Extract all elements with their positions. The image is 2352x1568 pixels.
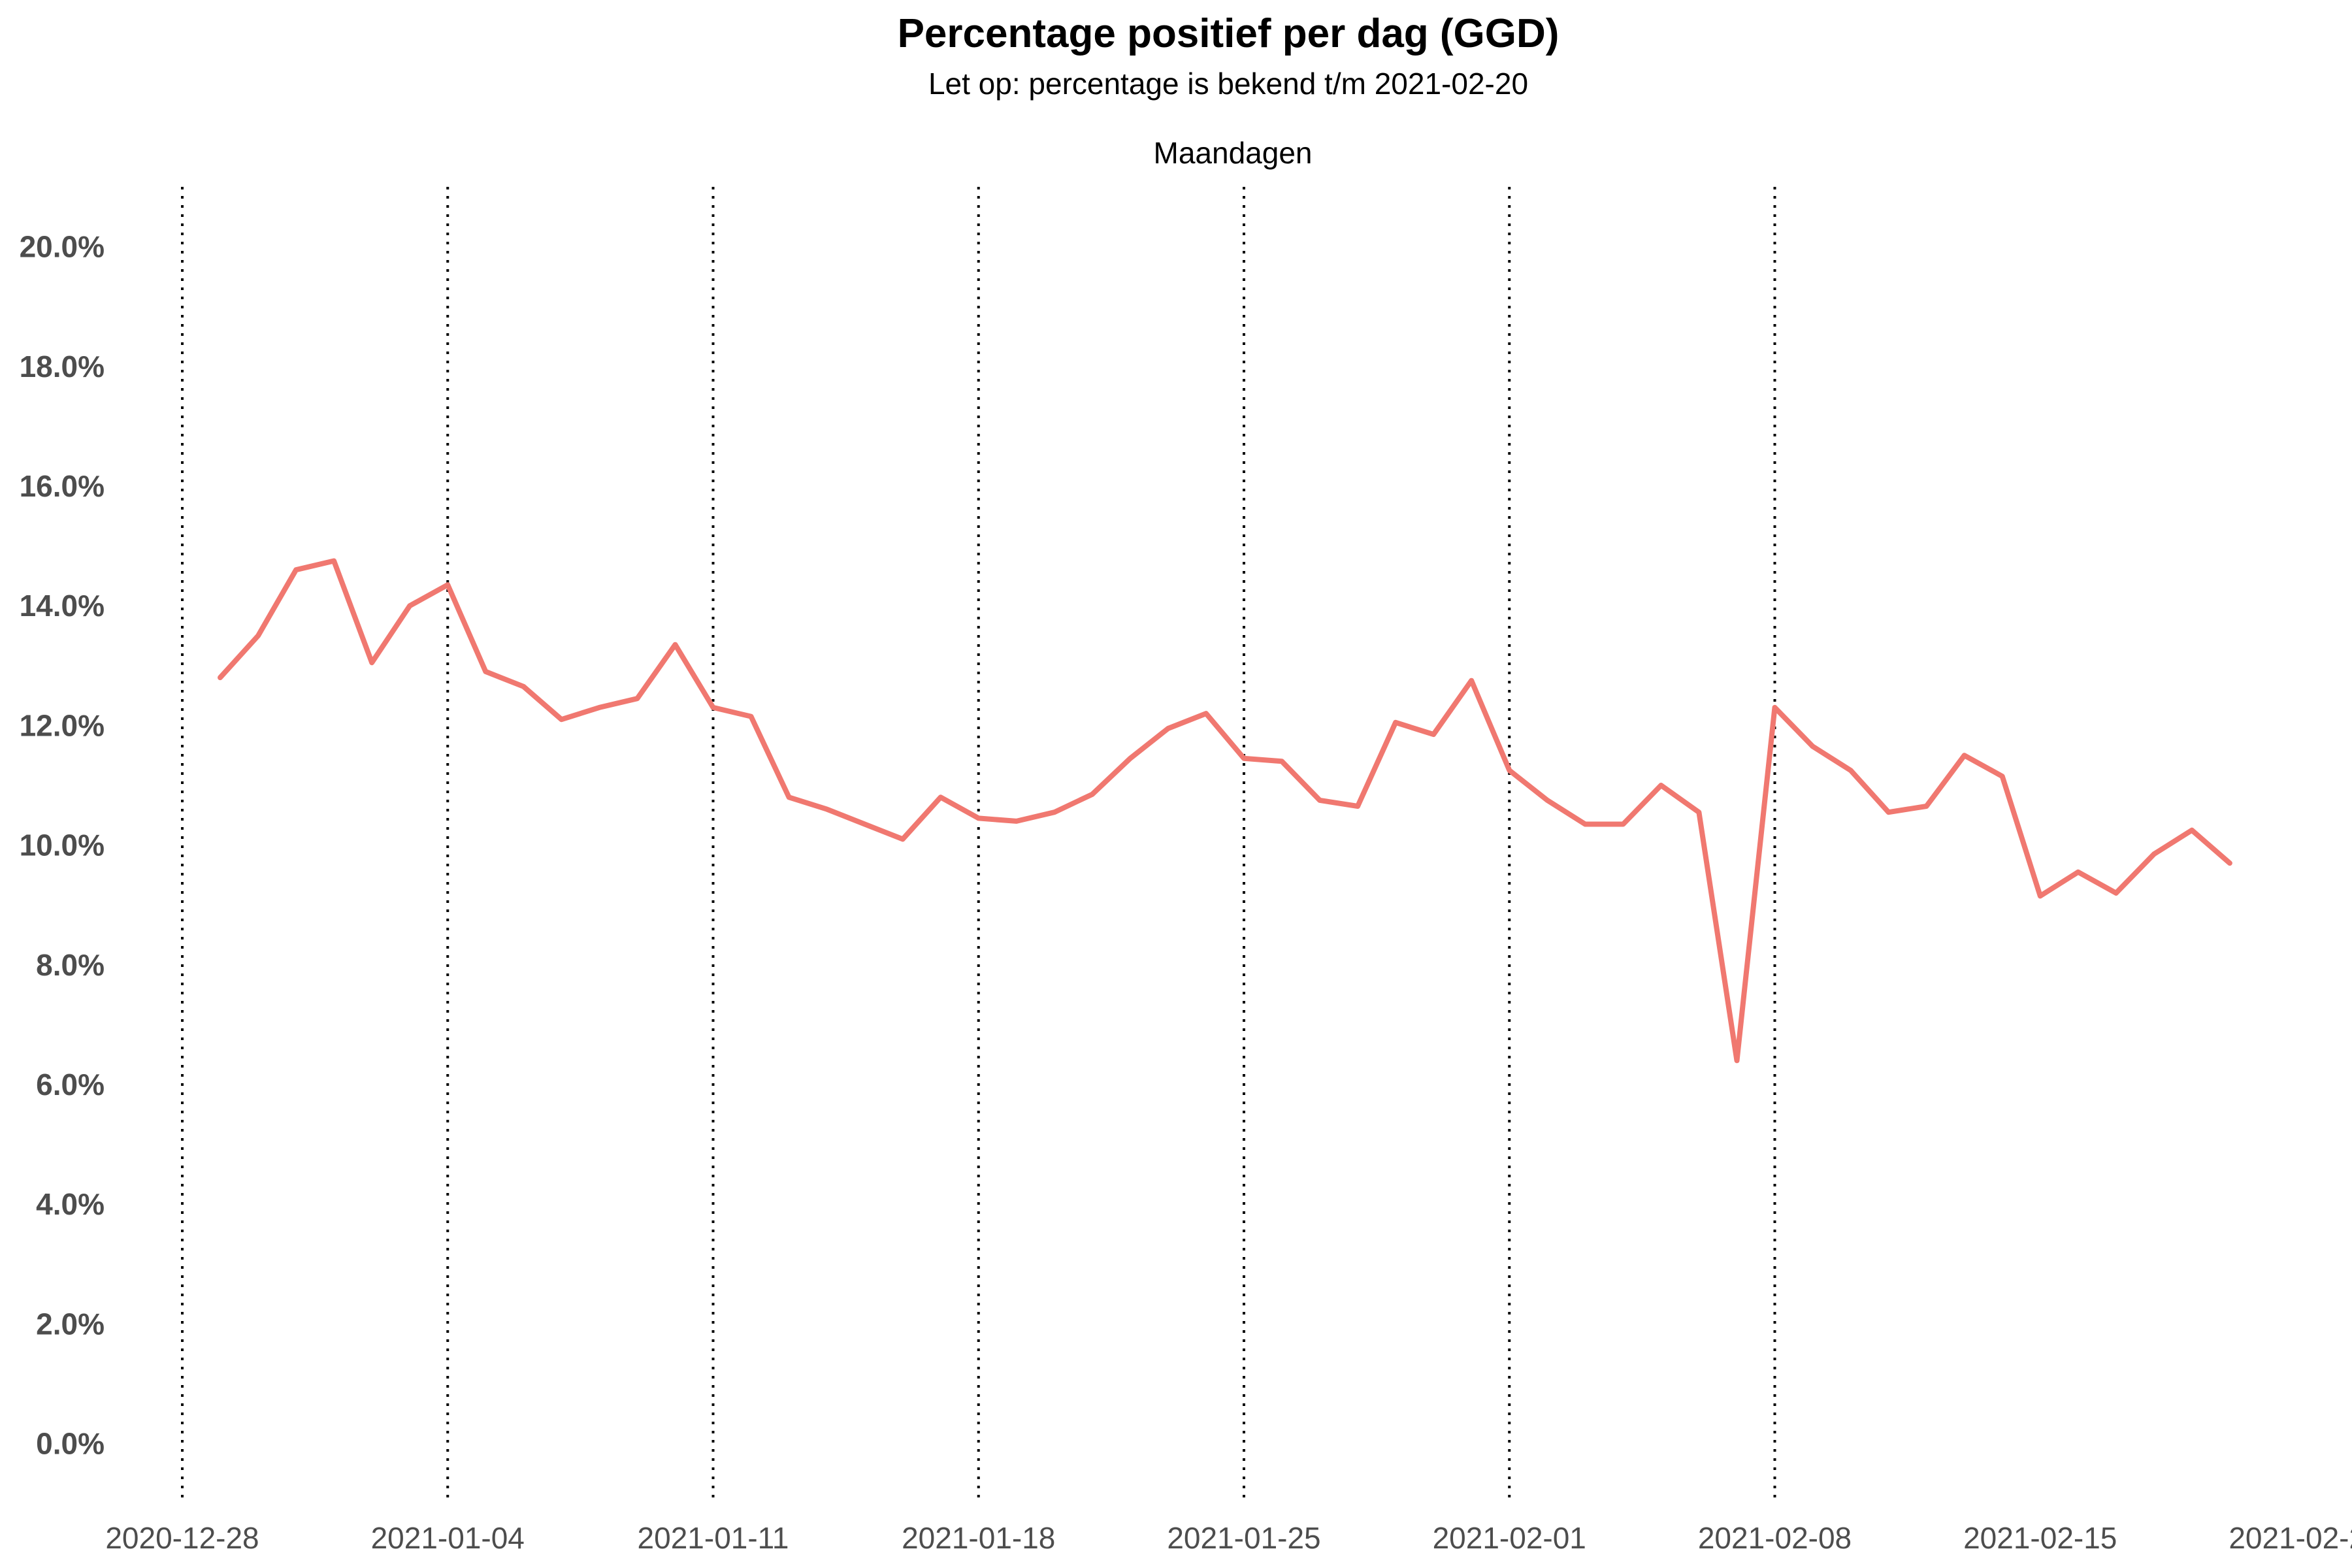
chart-title: Percentage positief per dag (GGD) [898, 11, 1560, 56]
chart-subtitle: Let op: percentage is bekend t/m 2021-02… [928, 67, 1528, 101]
y-tick-label-4-0: 4.0% [36, 1187, 105, 1221]
x-tick-label-2021-01-18: 2021-01-18 [902, 1521, 1055, 1555]
y-tick-label-10-0: 10.0% [20, 828, 105, 862]
x-tick-label-2020-12-28: 2020-12-28 [105, 1521, 259, 1555]
y-tick-label-16-0: 16.0% [20, 469, 105, 503]
y-tick-label-14-0: 14.0% [20, 589, 105, 623]
series-lines [218, 558, 2232, 1064]
vline-label: Maandagen [1154, 136, 1313, 170]
x-tick-label-2021-01-25: 2021-01-25 [1167, 1521, 1320, 1555]
x-tick-label-2021-02-08: 2021-02-08 [1698, 1521, 1852, 1555]
y-tick-label-8-0: 8.0% [36, 948, 105, 982]
y-tick-label-6-0: 6.0% [36, 1068, 105, 1102]
x-tick-label-2021-01-04: 2021-01-04 [371, 1521, 525, 1555]
series-line-1 [218, 558, 2232, 1064]
x-tick-label-2021-01-11: 2021-01-11 [638, 1521, 789, 1555]
x-tick-label-2021-02-01: 2021-02-01 [1433, 1521, 1586, 1555]
monday-lines [181, 187, 1776, 1497]
y-tick-label-18-0: 18.0% [20, 350, 105, 384]
y-tick-label-2-0: 2.0% [36, 1307, 105, 1341]
y-axis-ticks: 0.0% 2.0% 4.0% 6.0% 8.0% 10.0% 12.0% 14.0% 16.0%… [20, 230, 105, 1461]
y-tick-label-0-0: 0.0% [36, 1427, 105, 1461]
y-tick-label-20-0: 20.0% [20, 230, 105, 264]
x-axis-ticks: 2020-12-28 2021-01-04 2021-01-11 2021-01-18… [105, 1521, 2352, 1555]
x-tick-label-2021-02-15: 2021-02-15 [1963, 1521, 2117, 1555]
y-tick-label-12-0: 12.0% [20, 708, 105, 742]
x-tick-label-2021-02-22: 2021-02-22 [2229, 1521, 2352, 1555]
